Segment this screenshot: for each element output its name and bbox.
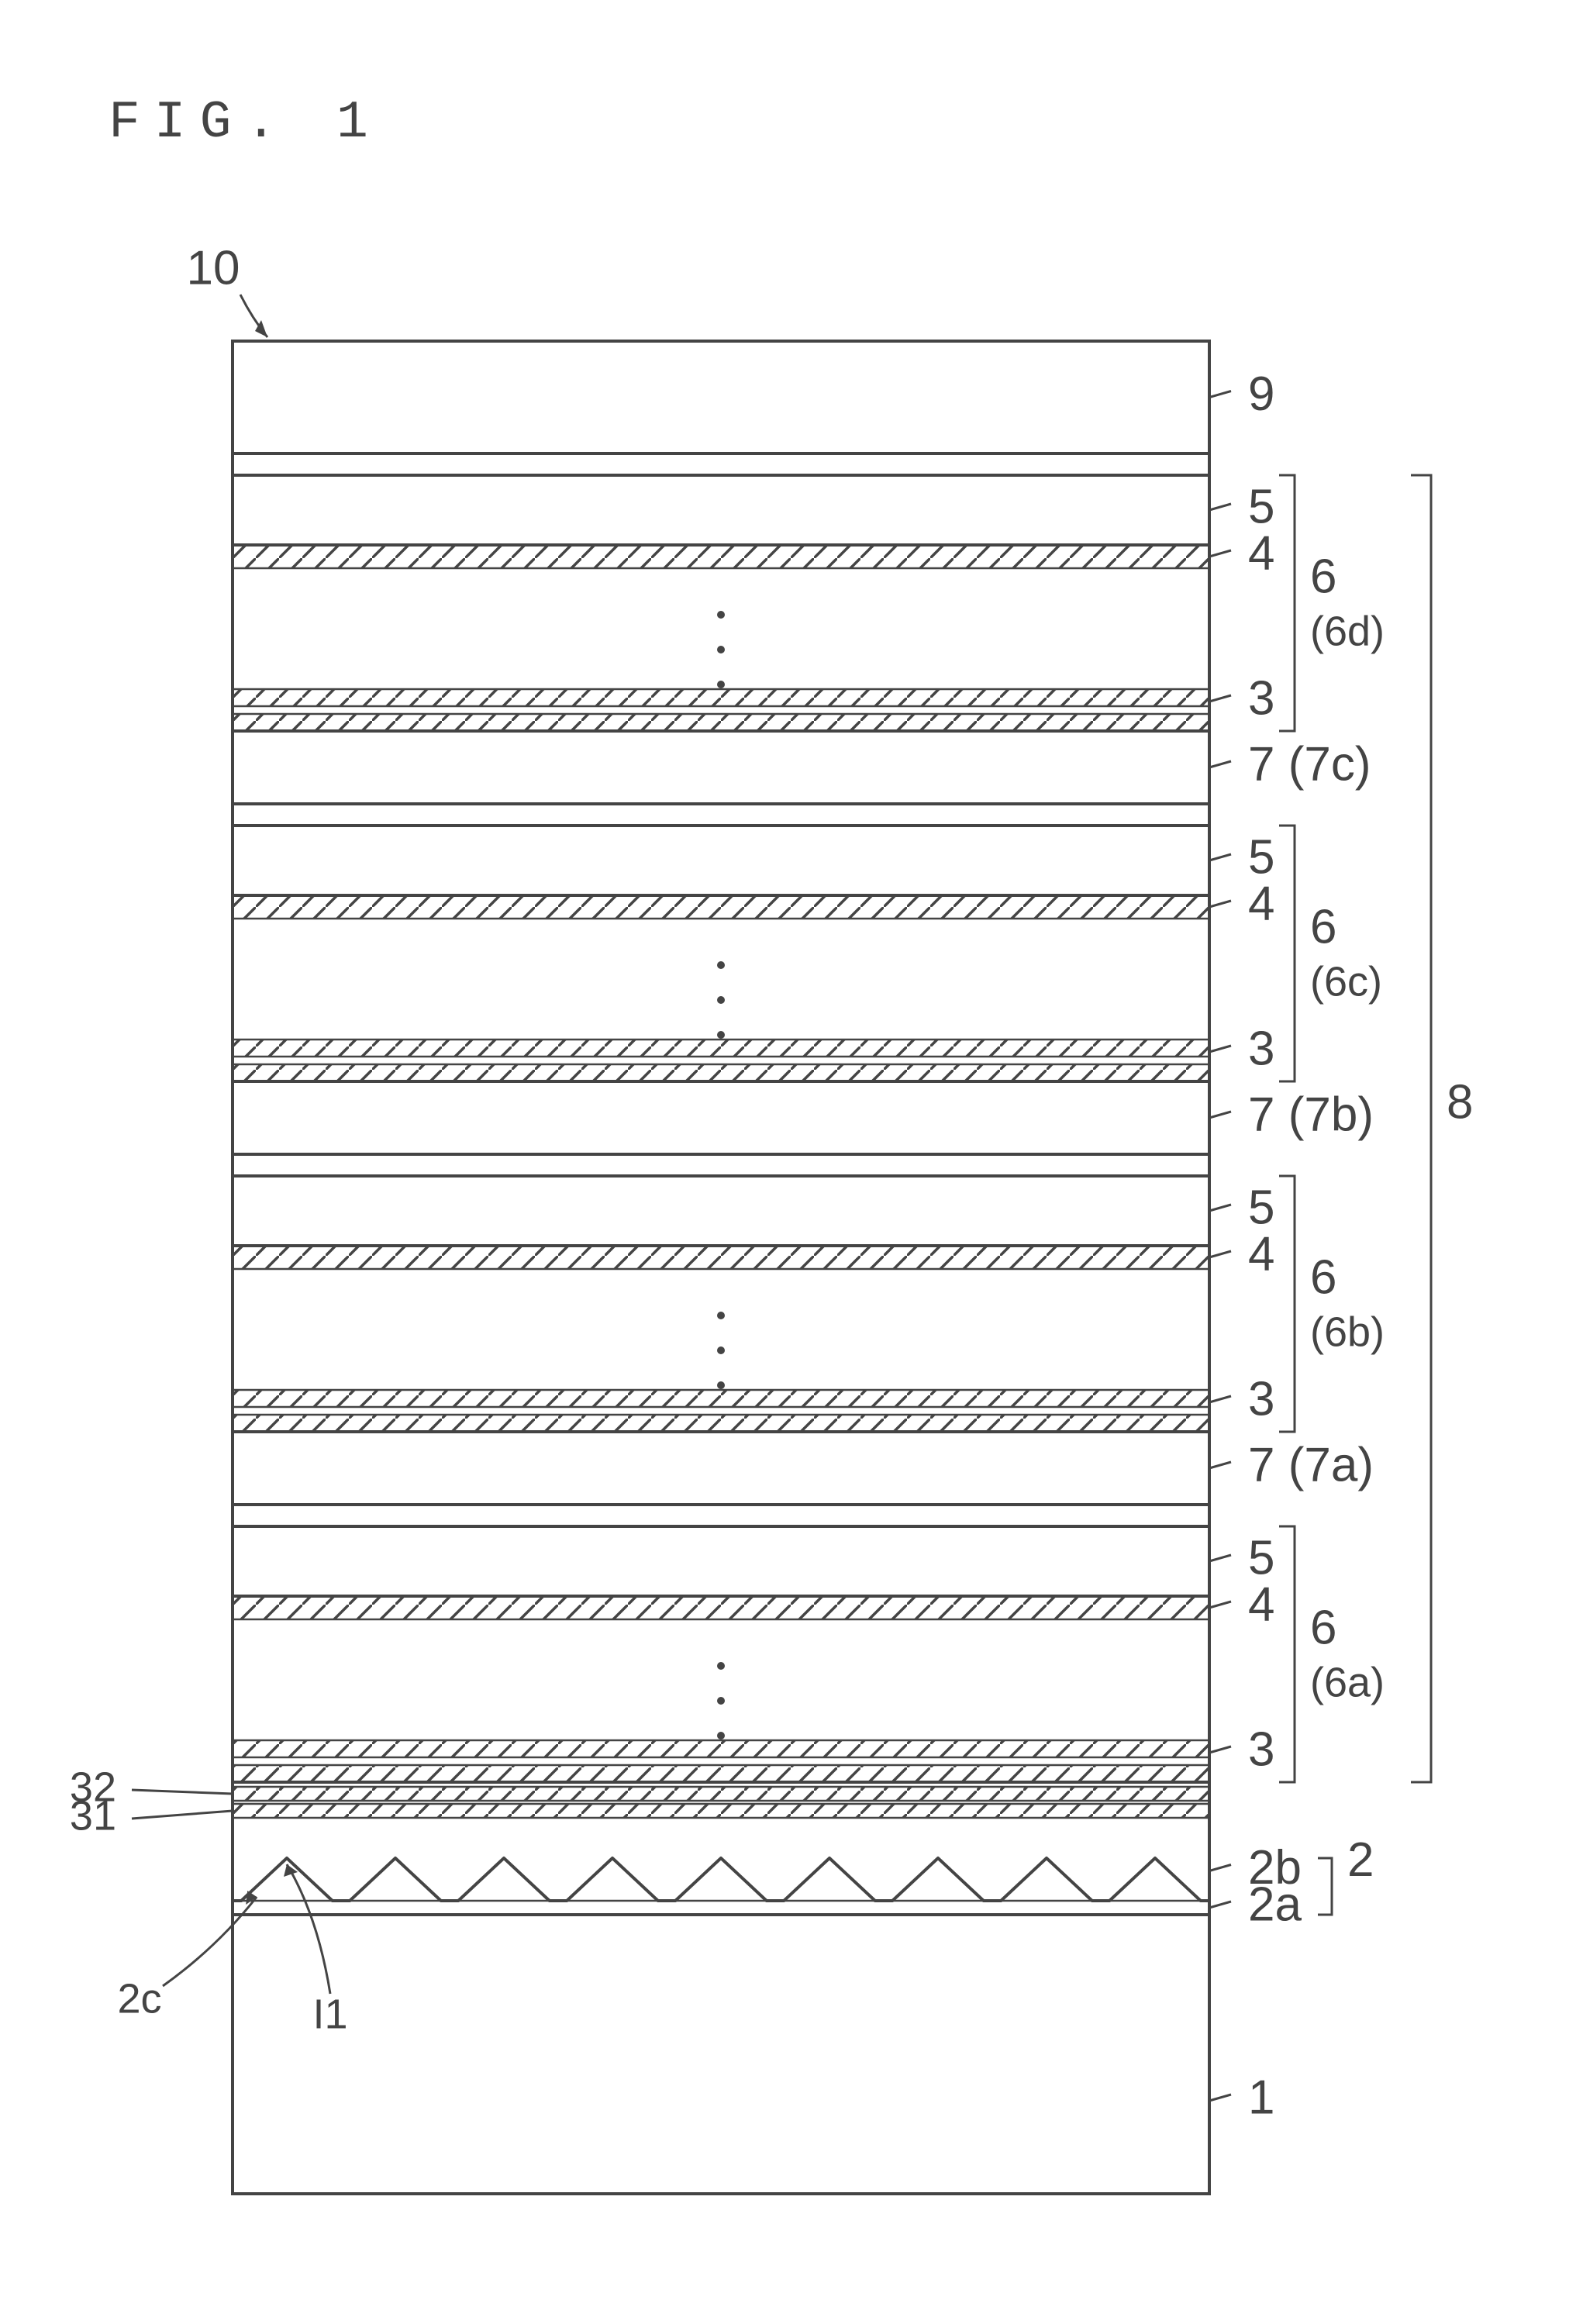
page: FIG. 1 1095436(6d)7 (7c)5436(6c)7 (7b)54… xyxy=(0,0,1576,2324)
svg-text:3: 3 xyxy=(1248,1372,1274,1426)
svg-text:6: 6 xyxy=(1310,550,1336,603)
svg-text:7 (7a): 7 (7a) xyxy=(1248,1438,1374,1491)
svg-text:(6a): (6a) xyxy=(1310,1659,1385,1705)
svg-text:4: 4 xyxy=(1248,877,1274,930)
svg-text:(6d): (6d) xyxy=(1310,608,1385,654)
svg-text:5: 5 xyxy=(1248,480,1274,533)
svg-text:I1: I1 xyxy=(312,1991,347,2037)
svg-text:4: 4 xyxy=(1248,526,1274,580)
svg-text:2: 2 xyxy=(1347,1833,1374,1887)
svg-text:1: 1 xyxy=(1248,2071,1274,2124)
svg-text:2c: 2c xyxy=(117,1975,161,2022)
svg-text:10: 10 xyxy=(187,241,240,295)
layer-diagram: 1095436(6d)7 (7c)5436(6c)7 (7b)5436(6b)7… xyxy=(0,0,1576,2324)
svg-text:6: 6 xyxy=(1310,1250,1336,1304)
svg-text:3: 3 xyxy=(1248,1722,1274,1776)
svg-text:9: 9 xyxy=(1248,367,1274,421)
svg-text:6: 6 xyxy=(1310,900,1336,953)
svg-text:31: 31 xyxy=(70,1792,116,1839)
svg-text:5: 5 xyxy=(1248,1531,1274,1584)
svg-text:7 (7b): 7 (7b) xyxy=(1248,1088,1374,1141)
svg-text:2a: 2a xyxy=(1248,1877,1302,1931)
svg-text:(6c): (6c) xyxy=(1310,958,1382,1005)
svg-text:3: 3 xyxy=(1248,671,1274,725)
svg-text:8: 8 xyxy=(1447,1075,1473,1129)
svg-text:3: 3 xyxy=(1248,1022,1274,1075)
svg-text:4: 4 xyxy=(1248,1227,1274,1281)
svg-text:7 (7c): 7 (7c) xyxy=(1248,737,1371,791)
svg-text:(6b): (6b) xyxy=(1310,1309,1385,1355)
svg-text:5: 5 xyxy=(1248,830,1274,884)
svg-text:4: 4 xyxy=(1248,1577,1274,1631)
svg-text:5: 5 xyxy=(1248,1181,1274,1234)
svg-text:6: 6 xyxy=(1310,1601,1336,1654)
